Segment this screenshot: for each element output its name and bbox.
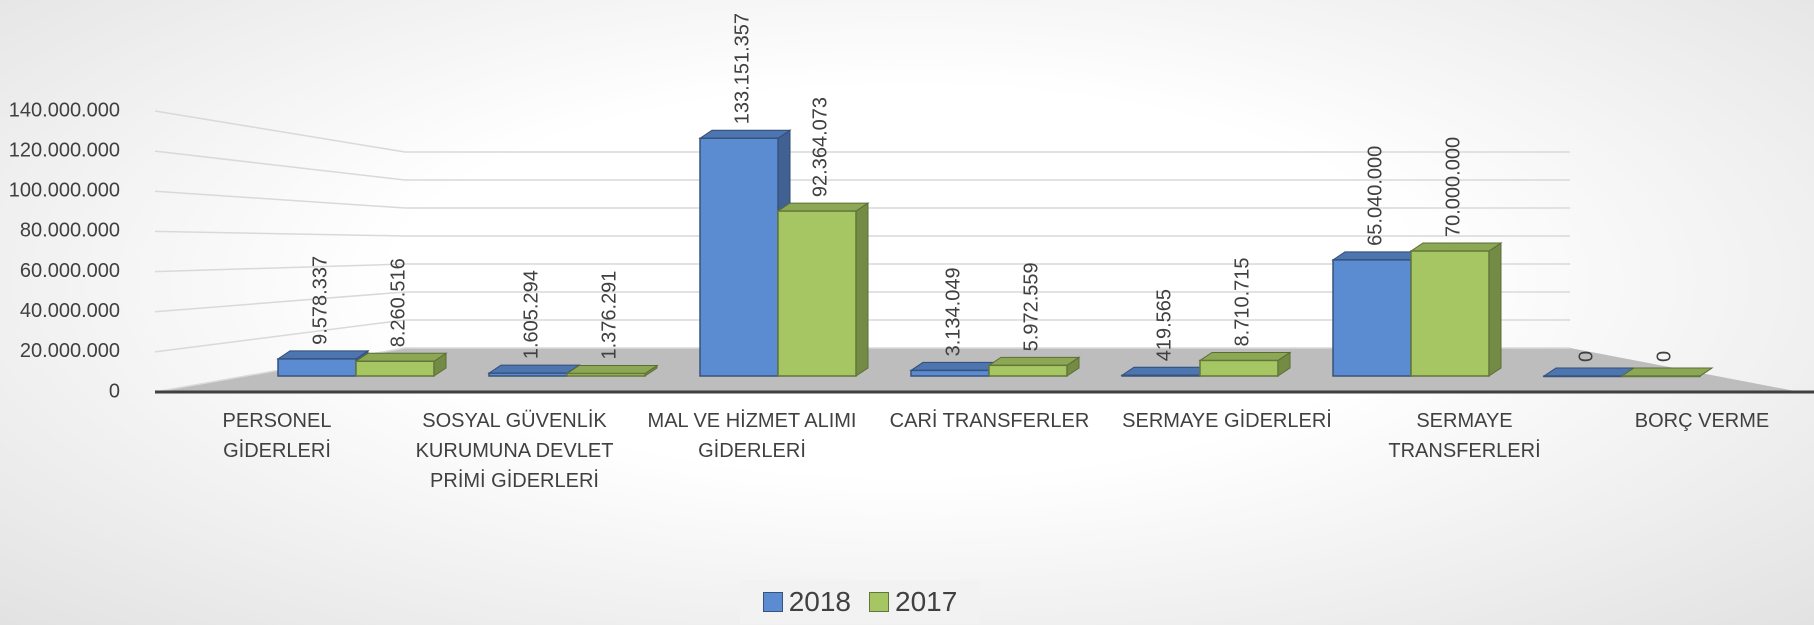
bar-side xyxy=(1488,242,1502,377)
data-label: 1.605.294 xyxy=(520,270,542,359)
data-label: 0 xyxy=(1653,351,1675,362)
data-label: 133.151.357 xyxy=(731,13,753,124)
x-tick-label: SERMAYE GİDERLERİ xyxy=(1122,410,1332,432)
bar-3d xyxy=(698,129,792,377)
grid-line xyxy=(154,291,1570,313)
data-label: 419.565 xyxy=(1153,289,1175,361)
legend-swatch xyxy=(762,592,783,612)
bar xyxy=(777,210,857,377)
bar xyxy=(277,358,357,377)
bar-top xyxy=(1409,242,1503,252)
bar-top xyxy=(987,356,1081,366)
bar xyxy=(910,369,990,377)
bar xyxy=(1410,250,1490,377)
grid-line xyxy=(154,347,1570,393)
bar-top xyxy=(1620,367,1714,377)
grid-line xyxy=(154,230,1570,237)
legend: 2018 2017 xyxy=(740,580,980,624)
bar xyxy=(355,360,435,377)
bar-3d xyxy=(354,352,448,377)
data-label: 1.376.291 xyxy=(598,271,620,360)
data-label: 0 xyxy=(1575,351,1597,362)
bar-3d xyxy=(909,361,1003,377)
bar xyxy=(1121,374,1201,377)
bar-3d xyxy=(1620,367,1714,378)
bar-3d xyxy=(487,364,581,377)
y-tick-label: 20.000.000 xyxy=(20,340,120,362)
bar xyxy=(488,372,568,377)
grid-line xyxy=(154,319,1570,353)
bar xyxy=(988,364,1068,377)
legend-item: 2017 xyxy=(869,586,957,618)
bar-3d xyxy=(1331,250,1425,377)
bar-3d xyxy=(1409,242,1503,377)
bar-3d xyxy=(565,364,659,377)
grid-line xyxy=(154,263,1570,273)
bar-top xyxy=(1542,367,1636,377)
x-tick-label: PERSONEL GİDERLERİ xyxy=(222,410,332,462)
bar-3d xyxy=(1120,366,1214,377)
x-tick-label: CARİ TRANSFERLER xyxy=(889,410,1090,432)
bar-top xyxy=(909,361,1003,371)
bar-top xyxy=(565,365,659,375)
y-tick-label: 120.000.000 xyxy=(9,139,120,161)
grid-line xyxy=(154,110,1570,153)
data-label: 9.578.337 xyxy=(309,256,331,345)
bar xyxy=(1621,375,1701,378)
bar-top xyxy=(1331,251,1425,261)
data-label: 70.000.000 xyxy=(1442,137,1464,237)
y-tick-label: 60.000.000 xyxy=(20,260,120,282)
bar-top xyxy=(698,129,792,139)
x-tick-label: BORÇ VERME xyxy=(1634,410,1770,432)
bar xyxy=(566,372,646,377)
bar-top xyxy=(1198,351,1292,361)
bar-top xyxy=(354,352,448,362)
bar-top xyxy=(487,364,581,374)
legend-label: 2017 xyxy=(895,586,958,617)
data-label: 5.972.559 xyxy=(1020,262,1042,351)
y-tick-label: 80.000.000 xyxy=(20,220,120,242)
bar-3d xyxy=(276,349,370,377)
legend-swatch xyxy=(869,592,889,612)
x-tick-label: SOSYAL GÜVENLİK KURUMUNA DEVLET PRİMİ Gİ… xyxy=(415,410,614,492)
grid-line xyxy=(154,190,1570,209)
x-tick-label: MAL VE HİZMET ALIMI GİDERLERİ xyxy=(647,410,857,462)
data-label: 65.040.000 xyxy=(1364,146,1386,246)
y-tick-label: 0 xyxy=(109,380,120,402)
grid-line xyxy=(154,150,1570,181)
bar xyxy=(1543,375,1623,378)
bar-3d xyxy=(987,356,1081,377)
bar-side xyxy=(855,202,869,377)
legend-item: 2018 xyxy=(762,586,851,618)
data-label: 3.134.049 xyxy=(942,267,964,356)
bar xyxy=(1332,259,1412,377)
x-tick-label: SERMAYE TRANSFERLERİ xyxy=(1388,410,1541,462)
bar-3d xyxy=(776,202,870,377)
y-tick-label: 140.000.000 xyxy=(9,99,120,121)
legend-label: 2018 xyxy=(788,586,851,617)
data-label: 8.260.516 xyxy=(387,258,409,347)
data-label: 8.710.715 xyxy=(1231,257,1253,346)
bar-top xyxy=(1120,366,1214,376)
bar xyxy=(1199,359,1279,377)
data-label: 92.364.073 xyxy=(809,97,831,197)
bar-top xyxy=(776,202,870,212)
bar xyxy=(699,137,779,377)
bar-top xyxy=(276,350,370,360)
y-tick-label: 100.000.000 xyxy=(9,180,120,202)
y-tick-label: 40.000.000 xyxy=(20,300,120,322)
bar-3d xyxy=(1198,351,1292,377)
bar-3d xyxy=(1542,367,1636,378)
